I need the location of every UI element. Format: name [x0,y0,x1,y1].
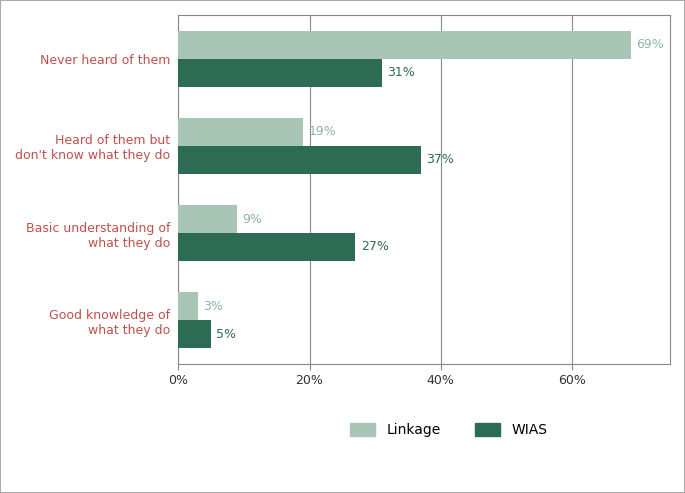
Text: 9%: 9% [242,212,262,226]
Bar [179,118,303,146]
Text: 69%: 69% [636,38,664,51]
Bar [179,59,382,86]
Bar [179,292,198,320]
Text: 37%: 37% [426,153,454,166]
Text: 27%: 27% [361,241,388,253]
Bar [179,233,356,261]
Text: 5%: 5% [216,328,236,341]
Text: 3%: 3% [203,300,223,313]
Text: 31%: 31% [387,66,414,79]
Bar [179,31,631,59]
Legend: Linkage, WIAS: Linkage, WIAS [343,416,554,444]
Bar [179,146,421,174]
Bar [179,205,238,233]
Bar [179,320,211,348]
Text: 19%: 19% [308,125,336,139]
